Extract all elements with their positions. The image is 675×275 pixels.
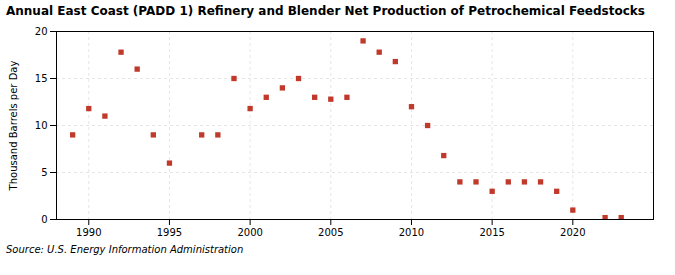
svg-text:1995: 1995 [157,227,182,238]
html-text:Source: U.S. Energy Informatio: Source: U.S. Energy Information Administ… [6,244,244,255]
svg-text:2010: 2010 [399,227,424,238]
svg-text:Thousand Barrels per Day: Thousand Barrels per Day [8,61,19,192]
svg-text:0: 0 [41,214,47,225]
svg-text:2000: 2000 [237,227,262,238]
svg-text:20: 20 [35,26,48,37]
svg-text:15: 15 [35,73,48,84]
svg-text:2005: 2005 [318,227,343,238]
svg-text:5: 5 [41,167,47,178]
svg-text:2020: 2020 [560,227,585,238]
svg-text:10: 10 [35,120,48,131]
svg-text:2015: 2015 [479,227,504,238]
svg-text:1990: 1990 [76,227,101,238]
html-text:Annual East Coast (PADD 1) Ref: Annual East Coast (PADD 1) Refinery and … [6,4,645,18]
